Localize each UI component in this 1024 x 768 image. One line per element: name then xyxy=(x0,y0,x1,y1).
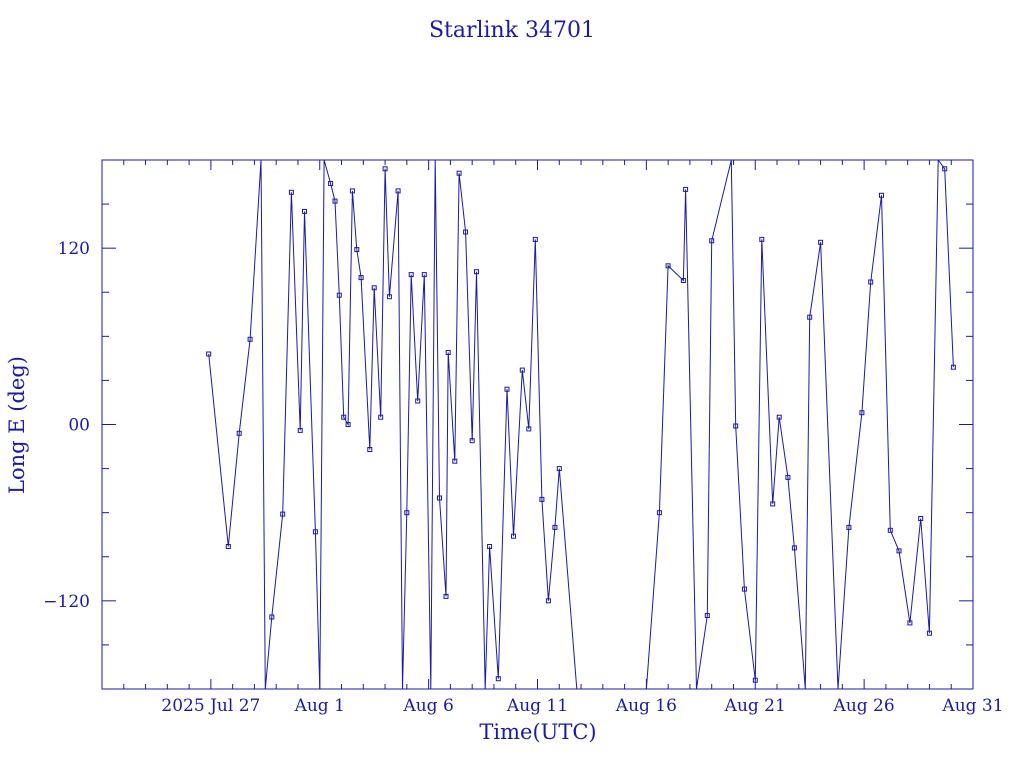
data-point xyxy=(552,524,558,530)
data-point xyxy=(345,422,351,427)
data-point xyxy=(349,188,355,194)
data-point xyxy=(733,423,739,429)
y-axis-label: Long E (deg) xyxy=(5,356,29,494)
data-point xyxy=(656,510,662,516)
data-point xyxy=(741,586,747,592)
data-point xyxy=(504,386,510,392)
data-point xyxy=(942,166,948,172)
data-point xyxy=(950,364,956,370)
data-point xyxy=(868,279,874,285)
data-point xyxy=(776,414,782,420)
data-point xyxy=(367,447,373,452)
data-point xyxy=(665,263,671,269)
y-tick-label: 00 xyxy=(68,416,90,436)
data-point xyxy=(247,336,253,342)
data-point xyxy=(526,426,532,432)
chart-title: Starlink 34701 xyxy=(429,18,595,43)
data-point xyxy=(456,170,462,176)
data-point xyxy=(437,495,442,501)
data-point xyxy=(846,524,852,530)
x-tick-label: Aug 31 xyxy=(941,696,1003,716)
data-point xyxy=(680,278,686,283)
data-point xyxy=(225,544,231,549)
data-point xyxy=(759,236,765,242)
data-point xyxy=(818,239,824,245)
data-point xyxy=(328,181,334,186)
data-point xyxy=(452,458,458,464)
x-axis-ticks: 2025 Jul 27 Aug 1 Aug 6 Aug 11 Aug 16 Aug 21 A… xyxy=(123,160,1004,716)
data-point xyxy=(887,527,893,533)
data-point xyxy=(545,598,551,604)
data-point xyxy=(358,275,364,281)
x-axis-label: Time(UTC) xyxy=(479,720,596,744)
y-axis-ticks: 120 00 −120 xyxy=(43,203,973,646)
data-point xyxy=(445,350,451,355)
data-point xyxy=(896,548,902,554)
y-tick-label: 120 xyxy=(58,239,90,259)
data-point xyxy=(404,510,410,516)
data-point xyxy=(463,229,469,235)
data-point xyxy=(408,272,414,278)
data-point xyxy=(378,414,384,420)
data-point xyxy=(302,208,307,214)
data-point xyxy=(539,496,545,502)
y-tick-label: −120 xyxy=(43,592,90,612)
x-tick-label: Aug 21 xyxy=(724,696,786,716)
data-point xyxy=(532,236,538,242)
x-tick-label: Aug 6 xyxy=(402,696,453,716)
data-point xyxy=(421,272,427,278)
data-point xyxy=(269,614,275,620)
data-point xyxy=(443,593,449,599)
x-tick-label: Aug 26 xyxy=(833,696,895,716)
data-point xyxy=(495,676,501,682)
data-point xyxy=(511,533,516,539)
data-point xyxy=(386,294,392,300)
data-point xyxy=(415,398,421,404)
data-point xyxy=(807,314,813,320)
data-point xyxy=(519,367,525,373)
data-point xyxy=(354,247,360,253)
data-point xyxy=(336,292,342,298)
x-tick-label: Aug 11 xyxy=(506,696,568,716)
data-point xyxy=(474,269,479,275)
data-point xyxy=(859,410,865,416)
data-point xyxy=(371,285,377,291)
data-point xyxy=(907,620,913,626)
data-point xyxy=(926,630,932,636)
data-point xyxy=(332,198,338,204)
data-point xyxy=(683,186,689,192)
data-point xyxy=(785,474,791,480)
x-tick-label: Aug 16 xyxy=(615,696,677,716)
data-point xyxy=(879,192,884,198)
data-point xyxy=(382,166,388,172)
data-point xyxy=(709,238,715,244)
x-tick-label: 2025 Jul 27 xyxy=(161,696,260,716)
data-point xyxy=(341,414,347,420)
data-point xyxy=(288,189,294,195)
data-point xyxy=(704,613,710,618)
data-point xyxy=(791,545,797,551)
data-point xyxy=(280,511,286,517)
data-point xyxy=(312,529,318,535)
data-point xyxy=(297,427,303,433)
x-tick-label: Aug 1 xyxy=(294,696,345,716)
data-point xyxy=(469,438,475,444)
data-point xyxy=(395,188,401,194)
data-point xyxy=(236,430,242,436)
data-point xyxy=(770,501,776,507)
data-point xyxy=(918,516,924,521)
data-point xyxy=(752,677,758,683)
data-series xyxy=(206,160,956,689)
series-line xyxy=(208,160,954,689)
data-point xyxy=(206,351,212,357)
data-point xyxy=(556,466,562,472)
data-point xyxy=(487,544,493,549)
